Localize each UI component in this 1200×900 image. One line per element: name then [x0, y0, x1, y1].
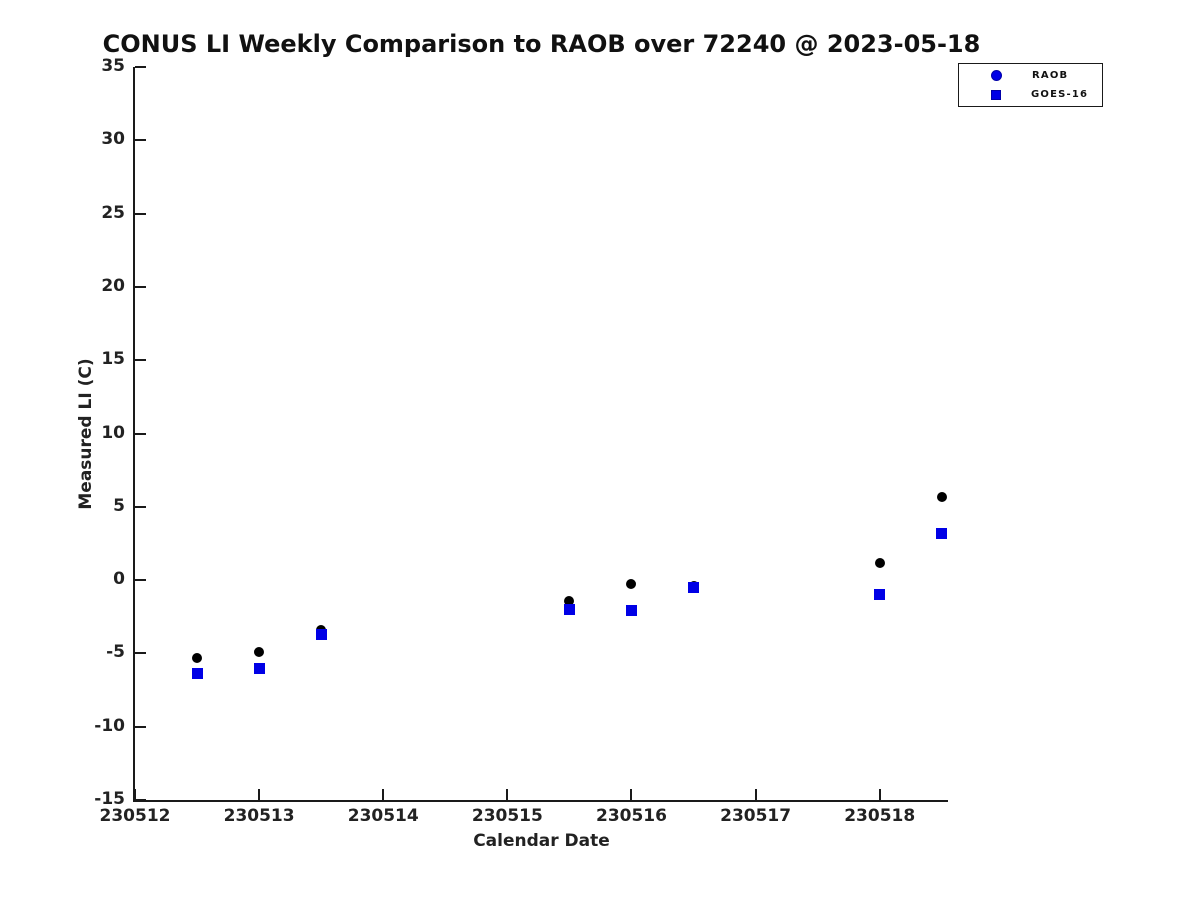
goes-16-data-point — [191, 668, 203, 680]
x-tick-mark — [630, 789, 633, 800]
x-tick-label: 230516 — [595, 806, 667, 826]
y-tick-label: 25 — [101, 202, 125, 223]
goes-16-data-point — [625, 605, 637, 617]
goes-16-data-point — [874, 589, 886, 601]
legend: RAOB GOES-16 — [958, 63, 1103, 107]
y-tick-mark — [135, 432, 146, 435]
y-tick-label: 30 — [101, 129, 125, 150]
y-tick-mark — [135, 139, 146, 142]
x-tick-label: 230513 — [223, 806, 295, 826]
legend-item-goes16: GOES-16 — [959, 85, 1102, 104]
raob-data-point — [254, 646, 265, 657]
y-tick-mark — [135, 66, 146, 68]
y-tick-mark — [135, 579, 146, 582]
legend-item-raob: RAOB — [959, 66, 1102, 85]
x-tick-label: 230518 — [844, 806, 916, 826]
goes-16-data-point — [315, 628, 327, 640]
x-tick-mark — [878, 789, 881, 800]
y-tick-mark — [135, 359, 146, 362]
y-tick-label: 20 — [101, 275, 125, 296]
legend-label-raob: RAOB — [1032, 70, 1069, 81]
x-tick-mark — [258, 789, 261, 800]
y-tick-label: -15 — [94, 789, 125, 809]
y-tick-mark — [135, 212, 146, 215]
y-tick-label: 10 — [101, 422, 125, 443]
y-axis-spine — [133, 67, 135, 802]
raob-data-point — [874, 557, 885, 568]
x-tick-mark — [382, 789, 385, 800]
raob-data-point — [936, 492, 947, 503]
y-tick-mark — [135, 652, 146, 655]
y-tick-label: 0 — [113, 569, 125, 590]
y-tick-mark — [135, 505, 146, 508]
goes16-square-marker-icon — [991, 89, 1001, 100]
y-tick-label: 15 — [101, 349, 125, 370]
legend-label-goes16: GOES-16 — [1031, 89, 1089, 100]
x-axis-spine — [133, 800, 948, 802]
goes-16-data-point — [688, 581, 700, 593]
x-axis-label: Calendar Date — [473, 831, 610, 851]
x-tick-label: 230515 — [471, 806, 543, 826]
x-tick-label: 230512 — [99, 806, 171, 826]
x-tick-label: 230517 — [720, 806, 792, 826]
x-tick-mark — [134, 789, 136, 800]
y-tick-mark — [135, 799, 146, 801]
chart-title: CONUS LI Weekly Comparison to RAOB over … — [102, 30, 981, 58]
raob-data-point — [192, 652, 203, 663]
y-tick-mark — [135, 285, 146, 288]
raob-data-point — [626, 579, 637, 590]
y-tick-label: 5 — [113, 495, 125, 516]
goes-16-data-point — [936, 528, 948, 540]
x-tick-mark — [754, 789, 757, 800]
y-tick-label: -5 — [106, 642, 125, 663]
raob-data-point — [564, 595, 575, 606]
y-tick-mark — [135, 725, 146, 728]
x-tick-label: 230514 — [347, 806, 419, 826]
x-tick-mark — [506, 789, 509, 800]
y-tick-label: 35 — [101, 56, 125, 76]
y-tick-label: -10 — [94, 715, 125, 736]
goes-16-data-point — [253, 662, 265, 674]
goes-16-data-point — [563, 603, 575, 615]
raob-circle-marker-icon — [991, 70, 1002, 81]
